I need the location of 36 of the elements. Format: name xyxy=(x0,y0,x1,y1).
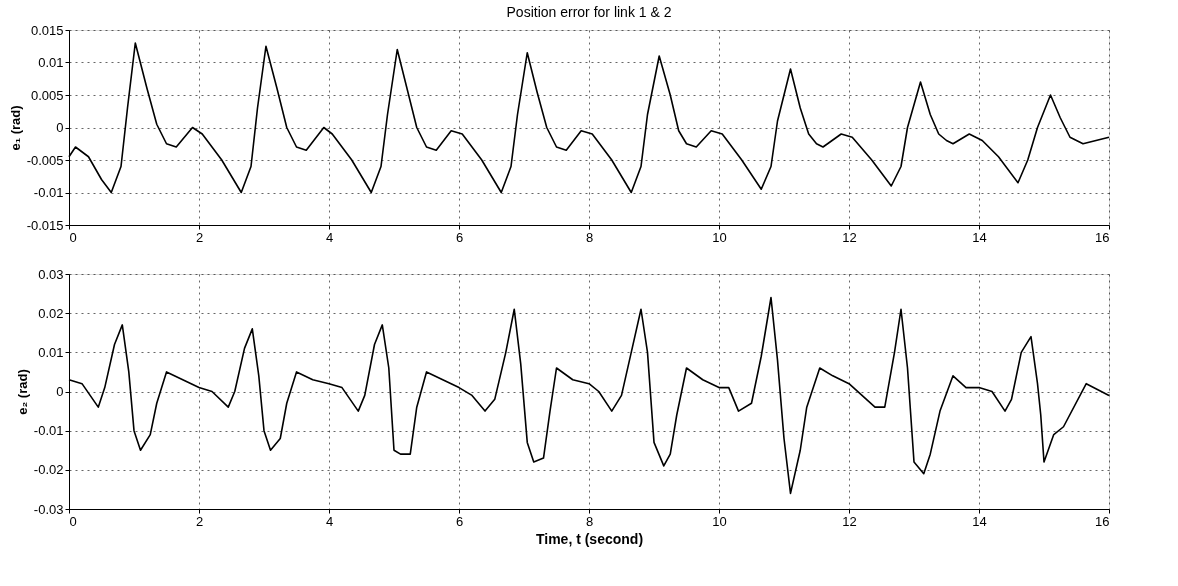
y-tick-label: -0.015 xyxy=(26,217,64,233)
x-tick-label: 16 xyxy=(1095,513,1110,529)
x-tick-label: 14 xyxy=(972,513,987,529)
x-tick-label: 8 xyxy=(585,229,594,245)
x-tick-label: 2 xyxy=(195,229,204,245)
y-tick-label: 0.015 xyxy=(30,22,64,38)
y-tick-label: 0 xyxy=(56,120,64,135)
y-axis-title: e₂ (rad) xyxy=(14,369,30,415)
x-tick-label: 14 xyxy=(972,229,987,245)
y-tick-label: 0.01 xyxy=(38,344,64,360)
y-tick-label: 0.02 xyxy=(38,305,64,321)
y-tick-label: -0.01 xyxy=(33,185,64,200)
chart-title: Position error for link 1 & 2 xyxy=(506,4,672,20)
y-tick-label: 0 xyxy=(56,384,64,399)
y-tick-label: 0.005 xyxy=(30,87,64,103)
x-tick-label: 16 xyxy=(1095,229,1110,245)
y-tick-label: -0.01 xyxy=(33,423,64,439)
y-tick-label: 0.03 xyxy=(38,266,64,282)
y-axis-title: e₁ (rad) xyxy=(7,105,23,151)
x-tick-label: 10 xyxy=(712,513,727,529)
x-tick-label: 4 xyxy=(325,513,334,529)
y-tick-label: -0.005 xyxy=(26,152,64,168)
x-tick-label: 2 xyxy=(195,513,204,529)
x-tick-label: 8 xyxy=(585,513,594,529)
x-tick-label: 4 xyxy=(325,229,334,245)
x-tick-label: 12 xyxy=(842,513,857,529)
y-tick-label: 0.01 xyxy=(38,55,64,70)
x-axis-title: Time, t (second) xyxy=(535,530,644,547)
x-tick-label: 0 xyxy=(69,513,77,529)
y-tick-label: -0.03 xyxy=(33,501,64,517)
x-tick-label: 6 xyxy=(455,229,464,245)
x-tick-label: 10 xyxy=(712,229,727,245)
x-tick-label: 6 xyxy=(455,513,464,529)
y-tick-label: -0.02 xyxy=(33,462,64,478)
x-tick-label: 0 xyxy=(69,229,77,245)
x-tick-label: 12 xyxy=(842,229,857,245)
